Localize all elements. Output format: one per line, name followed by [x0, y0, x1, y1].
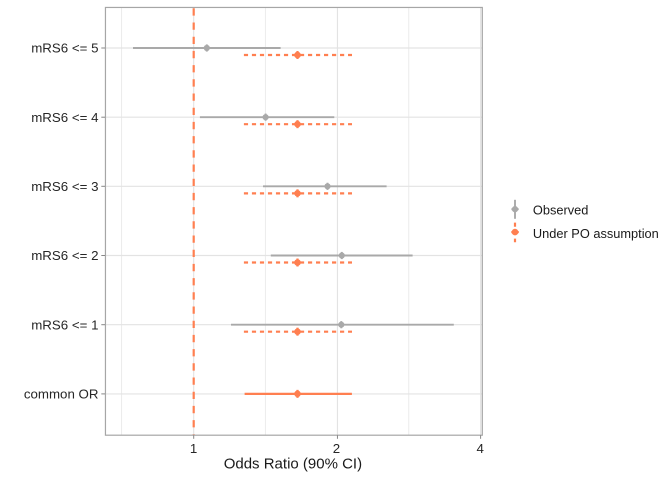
- svg-text:Observed: Observed: [533, 202, 588, 217]
- svg-text:2: 2: [333, 441, 340, 456]
- svg-text:mRS6 <= 3: mRS6 <= 3: [31, 179, 98, 194]
- svg-text:common OR: common OR: [24, 387, 99, 402]
- svg-text:mRS6 <= 5: mRS6 <= 5: [31, 41, 98, 56]
- svg-text:mRS6 <= 4: mRS6 <= 4: [31, 110, 98, 125]
- svg-text:mRS6 <= 1: mRS6 <= 1: [31, 317, 98, 332]
- svg-text:mRS6 <= 2: mRS6 <= 2: [31, 248, 98, 263]
- svg-text:4: 4: [476, 441, 483, 456]
- svg-text:Under PO assumption: Under PO assumption: [533, 226, 659, 241]
- svg-text:Odds Ratio (90% CI): Odds Ratio (90% CI): [224, 456, 362, 473]
- svg-text:1: 1: [190, 441, 197, 456]
